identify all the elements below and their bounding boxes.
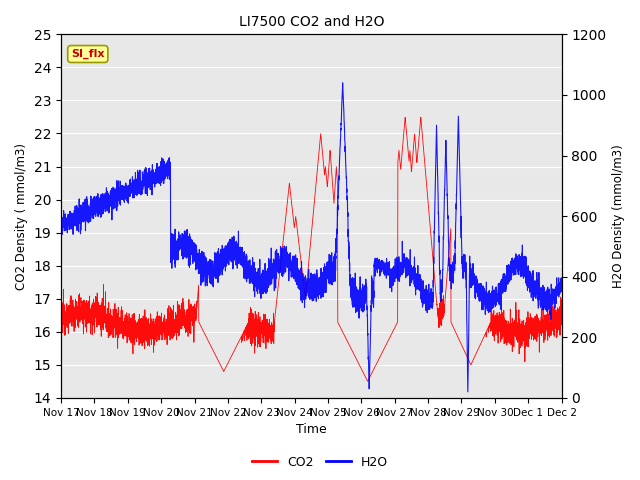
X-axis label: Time: Time [296, 423, 326, 436]
Y-axis label: H2O Density (mmol/m3): H2O Density (mmol/m3) [612, 144, 625, 288]
Text: SI_flx: SI_flx [71, 49, 104, 59]
Y-axis label: CO2 Density ( mmol/m3): CO2 Density ( mmol/m3) [15, 143, 28, 289]
Legend: CO2, H2O: CO2, H2O [247, 451, 393, 474]
Title: LI7500 CO2 and H2O: LI7500 CO2 and H2O [239, 15, 384, 29]
